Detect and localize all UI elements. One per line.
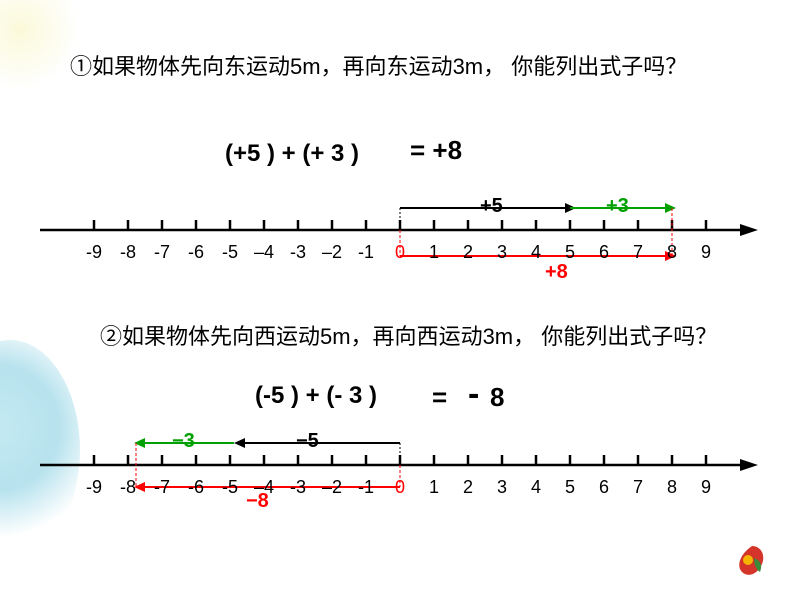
background-decoration-sun: [0, 0, 80, 90]
arrow-label-plus5: +5: [480, 195, 503, 218]
arrow-label-minus8: −8: [246, 490, 269, 513]
arrow-label-minus5: −5: [296, 430, 319, 453]
arrow-label-plus3: +3: [606, 195, 629, 218]
equation-2-minus: -: [468, 375, 479, 414]
equation-2-number: 8: [490, 382, 504, 413]
logo-icon: [730, 540, 774, 584]
arrow-label-minus3: −3: [172, 430, 195, 453]
equation-1-left: (+5 ) + (+ 3 ): [225, 140, 359, 168]
question-1-text: ①如果物体先向东运动5m，再向东运动3m， 你能列出式子吗？: [70, 50, 710, 83]
question-2-text: ②如果物体先向西运动5m，再向西运动3m， 你能列出式子吗？: [100, 320, 740, 353]
arrow-label-plus8: +8: [545, 261, 568, 284]
equation-1-result: = +8: [410, 135, 462, 166]
equation-2-equals: =: [432, 382, 447, 413]
equation-2-left: (-5 ) + (- 3 ): [255, 382, 377, 410]
